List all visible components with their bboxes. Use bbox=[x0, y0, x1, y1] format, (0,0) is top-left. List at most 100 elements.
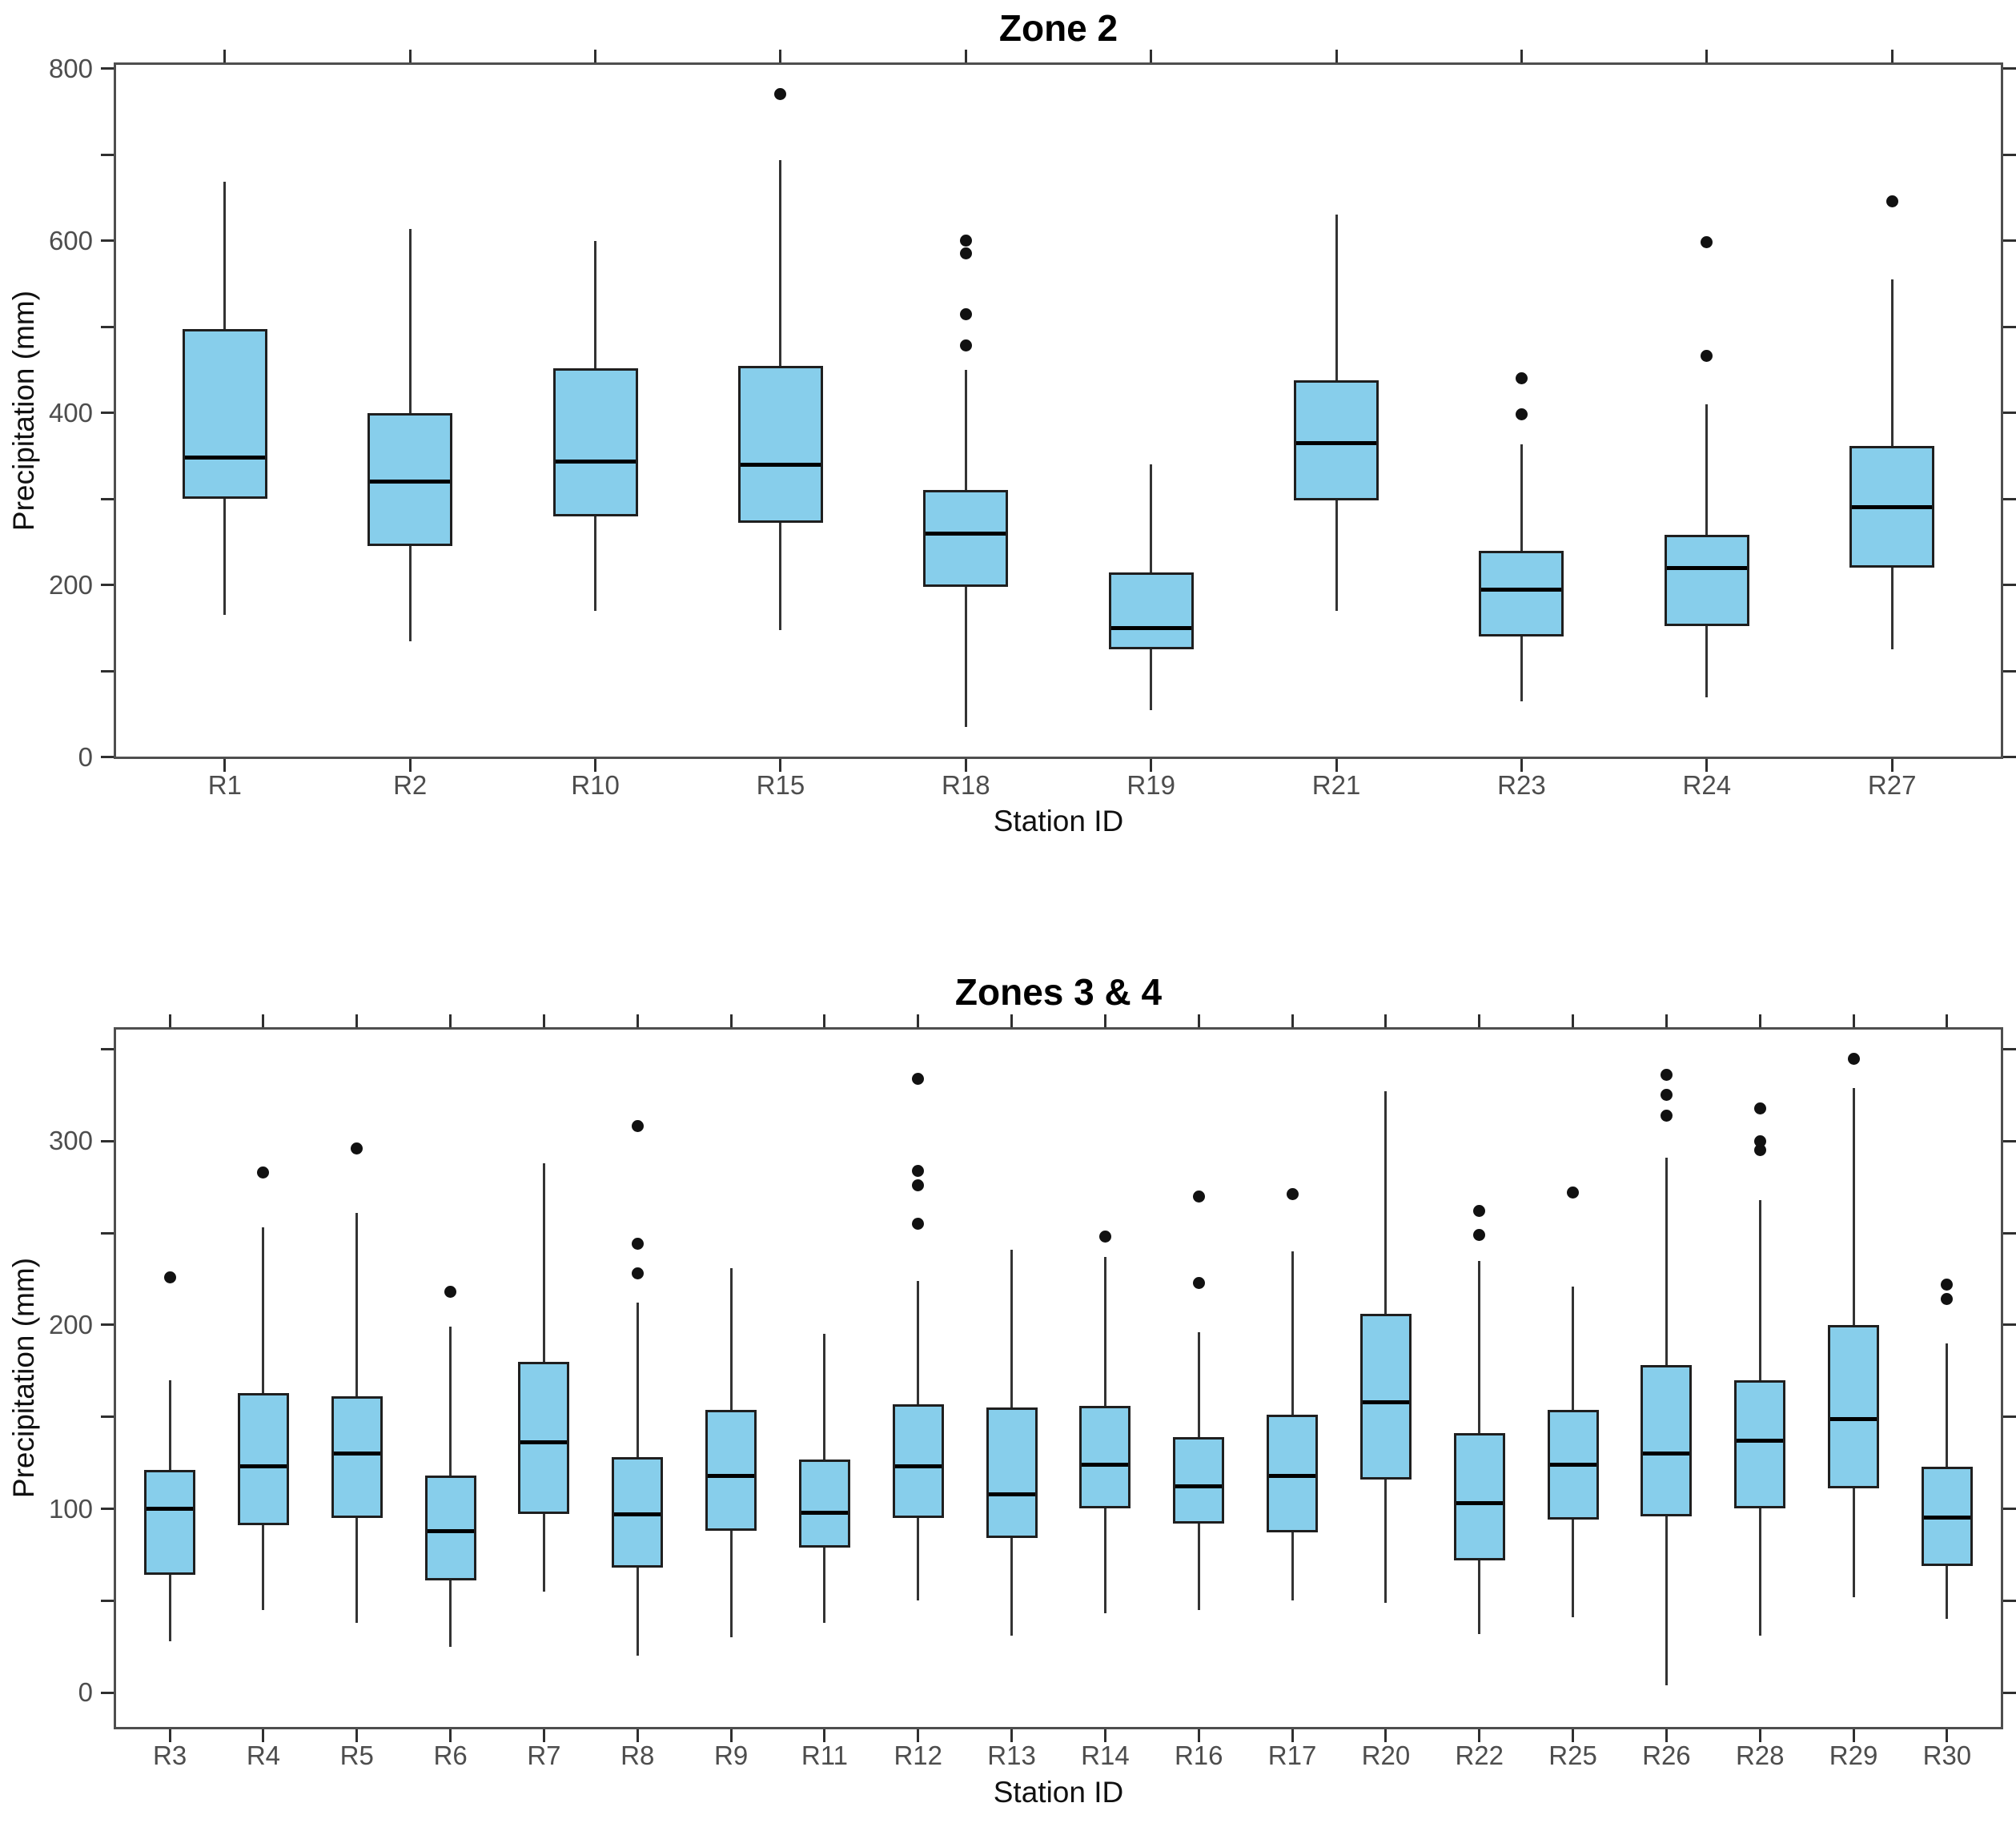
panel-frame bbox=[114, 62, 2003, 759]
median-line bbox=[333, 1452, 380, 1456]
median-line bbox=[614, 1512, 661, 1516]
x-axis-tick-top bbox=[636, 1014, 639, 1027]
median-line bbox=[427, 1528, 474, 1533]
x-axis-tick-top bbox=[408, 50, 412, 62]
median-line bbox=[1269, 1473, 1316, 1478]
median-line bbox=[555, 460, 636, 464]
median-line bbox=[239, 1464, 287, 1469]
iqr-box bbox=[737, 365, 823, 524]
y-tick-label: 0 bbox=[78, 1677, 93, 1708]
x-tick-label: R9 bbox=[713, 1741, 749, 1770]
x-tick-label: R1 bbox=[207, 770, 242, 800]
iqr-box bbox=[367, 412, 453, 547]
outlier-dot bbox=[1567, 1187, 1580, 1199]
iqr-box bbox=[144, 1470, 196, 1576]
iqr-box bbox=[1294, 379, 1379, 501]
x-tick-label: R29 bbox=[1829, 1741, 1878, 1770]
x-axis-tick bbox=[917, 1729, 920, 1742]
median-line bbox=[988, 1492, 1035, 1496]
x-tick-label: R12 bbox=[894, 1741, 943, 1770]
x-axis-tick-top bbox=[1335, 50, 1338, 62]
y-axis-tick bbox=[101, 1323, 114, 1327]
median-line bbox=[1666, 565, 1747, 570]
x-tick-label: R30 bbox=[1922, 1741, 1972, 1770]
median-line bbox=[1852, 505, 1933, 510]
x-axis-tick-top bbox=[1010, 1014, 1014, 1027]
outlier-dot bbox=[1885, 195, 1898, 207]
y-axis-tick bbox=[101, 1508, 114, 1510]
outlier-dot bbox=[1473, 1228, 1486, 1241]
x-axis-tick-top bbox=[1946, 1014, 1949, 1027]
iqr-box bbox=[1359, 1314, 1412, 1480]
x-axis-tick-top bbox=[1852, 1014, 1855, 1027]
outlier-dot bbox=[1847, 1052, 1860, 1065]
outlier-dot bbox=[631, 1267, 644, 1280]
y-axis-minor-tick bbox=[101, 669, 114, 673]
x-axis-tick bbox=[1150, 759, 1153, 772]
median-line bbox=[1549, 1462, 1596, 1467]
median-line bbox=[1643, 1452, 1690, 1456]
median-line bbox=[147, 1507, 194, 1511]
x-axis-tick bbox=[1572, 1729, 1575, 1742]
outlier-dot bbox=[959, 247, 972, 260]
x-axis-tick-top bbox=[449, 1014, 452, 1027]
x-axis-tick bbox=[355, 1729, 359, 1742]
y-axis-minor-tick-right bbox=[2003, 325, 2016, 328]
x-axis-tick bbox=[1103, 1729, 1106, 1742]
x-axis-tick bbox=[779, 759, 782, 772]
x-axis-tick-top bbox=[823, 1014, 826, 1027]
y-axis-tick bbox=[101, 67, 114, 70]
x-axis-tick bbox=[636, 1729, 639, 1742]
x-tick-label: R2 bbox=[393, 770, 428, 800]
x-tick-label: R7 bbox=[527, 1741, 561, 1770]
x-tick-label: R23 bbox=[1497, 770, 1546, 800]
chart-title-zones-3-4: Zones 3 & 4 bbox=[954, 971, 1163, 1013]
x-axis-tick-top bbox=[1572, 1014, 1575, 1027]
x-axis-tick-top bbox=[964, 50, 967, 62]
y-tick-label: 200 bbox=[48, 569, 93, 600]
iqr-box bbox=[705, 1409, 757, 1532]
outlier-dot bbox=[257, 1166, 270, 1179]
y-axis-tick-right bbox=[2003, 756, 2016, 759]
iqr-box bbox=[1828, 1324, 1880, 1489]
x-axis-tick bbox=[223, 759, 227, 772]
y-axis-tick bbox=[101, 239, 114, 243]
x-tick-label: R15 bbox=[756, 770, 805, 800]
median-line bbox=[926, 531, 1006, 536]
x-axis-tick bbox=[729, 1729, 733, 1742]
x-axis-title: Station ID bbox=[993, 1776, 1124, 1809]
x-tick-label: R26 bbox=[1642, 1741, 1691, 1770]
y-axis-minor-tick bbox=[101, 497, 114, 500]
iqr-box bbox=[182, 329, 267, 500]
y-axis-tick bbox=[101, 1691, 114, 1694]
y-axis-tick-right bbox=[2003, 1323, 2016, 1327]
y-axis-minor-tick bbox=[101, 1048, 114, 1051]
median-line bbox=[1481, 587, 1562, 592]
median-line bbox=[894, 1464, 942, 1469]
x-tick-label: R25 bbox=[1548, 1741, 1597, 1770]
outlier-dot bbox=[1660, 1109, 1673, 1122]
x-axis-tick bbox=[1520, 759, 1523, 772]
median-line bbox=[520, 1440, 568, 1445]
iqr-box bbox=[1664, 535, 1749, 627]
x-axis-tick bbox=[1665, 1729, 1668, 1742]
outlier-dot bbox=[1473, 1205, 1486, 1218]
outlier-dot bbox=[1941, 1293, 1954, 1306]
x-tick-label: R4 bbox=[246, 1741, 281, 1770]
x-tick-label: R19 bbox=[1126, 770, 1175, 800]
median-line bbox=[708, 1473, 755, 1478]
x-axis-tick-top bbox=[594, 50, 597, 62]
x-axis-tick bbox=[964, 759, 967, 772]
y-axis-minor-tick bbox=[101, 325, 114, 328]
iqr-box bbox=[1173, 1436, 1225, 1524]
x-axis-tick-top bbox=[917, 1014, 920, 1027]
x-tick-label: R3 bbox=[153, 1741, 187, 1770]
x-axis-tick bbox=[1384, 1729, 1388, 1742]
y-axis-tick bbox=[101, 412, 114, 415]
x-axis-tick bbox=[449, 1729, 452, 1742]
outlier-dot bbox=[163, 1271, 176, 1283]
outlier-dot bbox=[1192, 1190, 1205, 1203]
y-axis-tick-right bbox=[2003, 412, 2016, 415]
x-tick-label: R24 bbox=[1682, 770, 1732, 800]
